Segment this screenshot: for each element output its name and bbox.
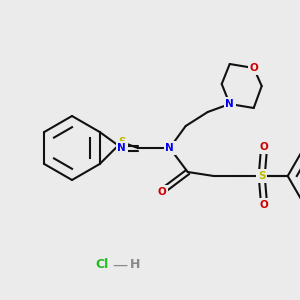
- Text: N: N: [117, 143, 126, 153]
- Text: O: O: [249, 63, 258, 73]
- Text: N: N: [165, 143, 174, 153]
- Text: S: S: [118, 137, 125, 147]
- Text: N: N: [225, 99, 234, 109]
- Text: S: S: [258, 171, 266, 181]
- Text: —: —: [112, 257, 128, 272]
- Text: H: H: [130, 259, 140, 272]
- Text: O: O: [259, 142, 268, 152]
- Text: O: O: [259, 200, 268, 210]
- Text: Cl: Cl: [95, 259, 109, 272]
- Text: O: O: [157, 187, 166, 197]
